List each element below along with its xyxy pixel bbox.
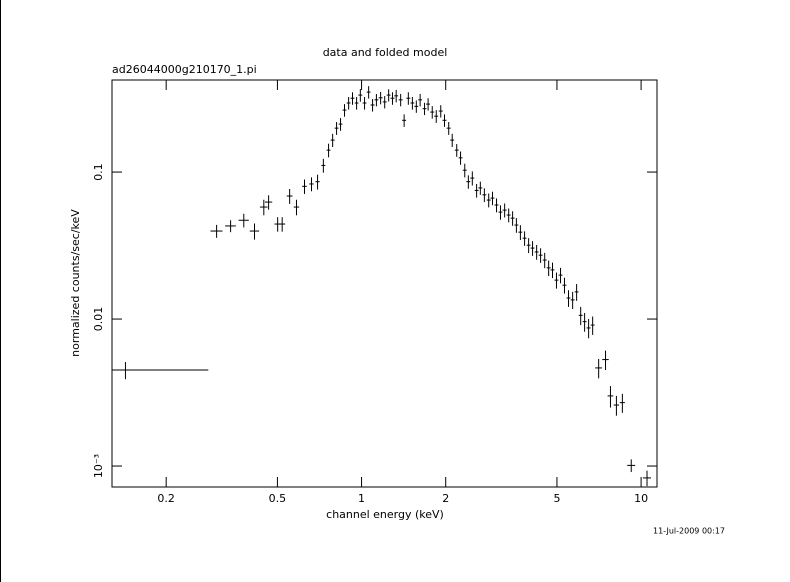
chart-subtitle: ad26044000g210170_1.pi	[112, 63, 257, 76]
x-tick-label: 0.5	[269, 492, 287, 505]
y-axis-label: normalized counts/sec/keV	[69, 209, 82, 357]
x-tick-label: 2	[442, 492, 449, 505]
x-tick-label: 1	[358, 492, 365, 505]
y-tick-label: 0.01	[92, 307, 105, 332]
plot-frame	[111, 79, 658, 488]
data-points	[112, 86, 651, 487]
x-tick-label: 10	[634, 492, 648, 505]
x-tick-label: 0.2	[157, 492, 175, 505]
y-tick-label: 10⁻³	[92, 454, 105, 478]
chart-title: data and folded model	[323, 46, 448, 59]
y-tick-label: 0.1	[92, 163, 105, 181]
x-axis-label: channel energy (keV)	[326, 508, 444, 521]
timestamp: 11-Jul-2009 00:17	[653, 527, 725, 536]
x-tick-label: 5	[553, 492, 560, 505]
